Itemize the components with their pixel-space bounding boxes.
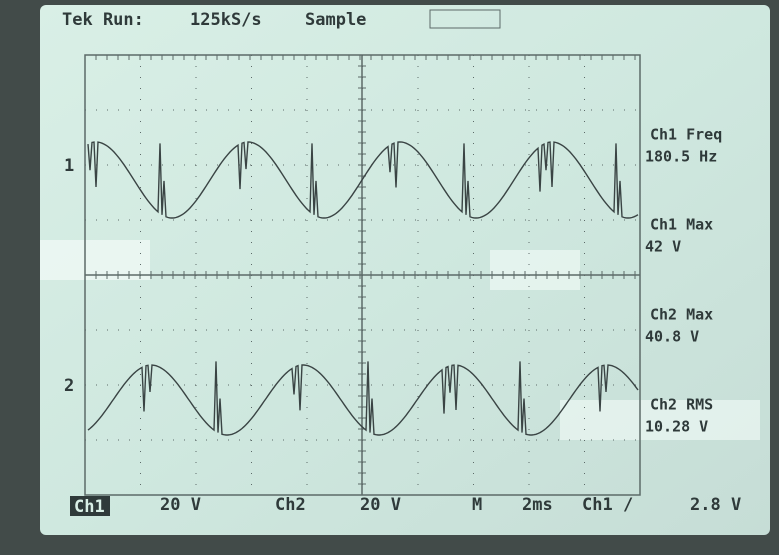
- ch1-label: Ch1: [74, 497, 105, 517]
- glare: [560, 400, 760, 440]
- measurements: Ch1 Freq 180.5 Hz Ch1 Max 42 V Ch2 Max 40.8 V…: [645, 126, 722, 436]
- ch1-scale: 20 V: [160, 495, 201, 515]
- ch1-marker: 1: [64, 156, 74, 176]
- ch2-scale: 20 V: [360, 495, 401, 515]
- status: Tek Run:: [62, 10, 144, 30]
- measurement-label: Ch2 Max: [650, 306, 713, 324]
- ch2-label: Ch2: [275, 495, 306, 515]
- measurement-value: 42 V: [645, 238, 681, 256]
- glare: [40, 240, 150, 280]
- ch1-box: [70, 496, 110, 516]
- graticule: [84, 54, 641, 496]
- record-indicator: [429, 9, 501, 29]
- trace: [87, 361, 639, 436]
- acq-mode: Sample: [305, 10, 366, 30]
- measurement-value: 40.8 V: [645, 328, 699, 346]
- measurement-label: Ch1 Freq: [650, 126, 722, 144]
- measurement-value: 10.28 V: [645, 418, 708, 436]
- sample-rate: 125kS/s: [190, 10, 262, 30]
- waveforms: [87, 141, 639, 436]
- trigger-source: Ch1 /: [582, 495, 633, 515]
- measurement-label: Ch1 Max: [650, 216, 713, 234]
- timebase-label: M: [472, 495, 482, 515]
- trigger-level: 2.8 V: [690, 495, 741, 515]
- glare: [490, 250, 580, 290]
- measurement-value: 180.5 Hz: [645, 148, 717, 166]
- ch2-marker: 2: [64, 376, 74, 396]
- trace: [87, 141, 639, 219]
- measurement-label: Ch2 RMS: [650, 396, 713, 414]
- timebase: 2ms: [522, 495, 553, 515]
